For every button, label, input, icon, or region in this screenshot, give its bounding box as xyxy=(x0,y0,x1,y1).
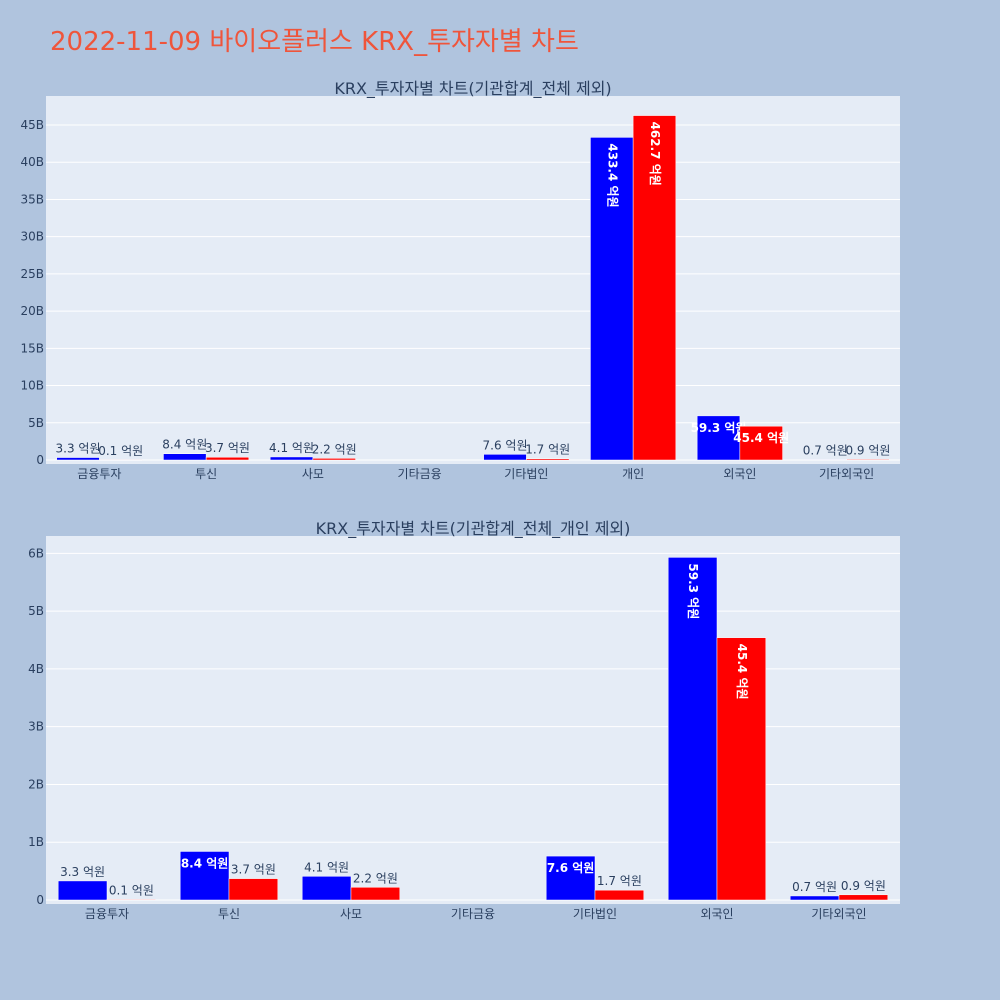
bar xyxy=(716,637,767,901)
data-label: 59.3 억원 xyxy=(691,421,747,435)
data-label: 0.7 억원 xyxy=(792,880,837,894)
data-label: 4.1 억원 xyxy=(304,860,349,874)
subplot-title: KRX_투자자별 차트(기관합계_전체 제외) xyxy=(334,79,611,99)
x-tick-label: 기타금융 xyxy=(398,467,442,481)
data-label: 0.9 억원 xyxy=(845,443,890,457)
bar xyxy=(739,425,783,461)
data-label: 433.4 억원 xyxy=(605,143,619,207)
bar xyxy=(163,453,207,461)
x-tick-label: 기타외국인 xyxy=(819,467,874,481)
bar xyxy=(803,459,847,461)
y-tick-label: 15B xyxy=(20,341,44,355)
chart-title: 2022-11-09 바이오플러스 KRX_투자자별 차트 xyxy=(50,27,579,57)
y-tick-label: 6B xyxy=(28,546,44,560)
bar xyxy=(179,851,230,901)
data-label: 1.7 억원 xyxy=(597,874,642,888)
y-tick-label: 0 xyxy=(36,453,44,467)
y-tick-label: 3B xyxy=(28,720,44,734)
data-label: 3.7 억원 xyxy=(205,441,250,455)
x-tick-label: 금융투자 xyxy=(77,467,121,481)
data-label: 1.7 억원 xyxy=(525,443,570,457)
subplot-title: KRX_투자자별 차트(기관합계_전체_개인 제외) xyxy=(316,519,631,539)
bar xyxy=(483,454,527,461)
y-tick-label: 10B xyxy=(20,379,44,393)
plot-area xyxy=(46,96,900,464)
bar xyxy=(301,876,352,901)
x-tick-label: 투신 xyxy=(195,467,217,481)
data-label: 8.4 억원 xyxy=(181,856,229,870)
y-tick-label: 45B xyxy=(20,118,44,132)
chart-0: KRX_투자자별 차트(기관합계_전체 제외) 0 5B 10B 15B 20B 25B 30… xyxy=(20,79,900,481)
data-label: 0.1 억원 xyxy=(109,883,154,897)
data-label: 59.3 억원 xyxy=(686,563,700,619)
bar xyxy=(667,557,718,901)
x-tick-label: 금융투자 xyxy=(85,907,129,921)
bar xyxy=(696,415,741,461)
bar xyxy=(99,459,143,461)
data-label: 0.7 억원 xyxy=(803,443,848,457)
bar xyxy=(350,887,401,901)
x-tick-label: 외국인 xyxy=(723,467,756,481)
x-tick-label: 사모 xyxy=(340,907,362,921)
y-tick-label: 2B xyxy=(28,777,44,791)
y-tick-label: 5B xyxy=(28,416,44,430)
bar xyxy=(228,878,279,901)
data-label: 3.7 억원 xyxy=(231,863,276,877)
data-label: 0.9 억원 xyxy=(841,879,886,893)
bar xyxy=(590,137,634,461)
bar xyxy=(205,456,250,461)
x-tick-label: 개인 xyxy=(622,467,644,481)
bar xyxy=(632,115,677,461)
x-tick-label: 기타법인 xyxy=(573,907,617,921)
bar xyxy=(56,457,100,461)
data-label: 8.4 억원 xyxy=(162,438,207,452)
bar xyxy=(838,894,889,901)
data-label: 4.1 억원 xyxy=(269,441,314,455)
x-tick-label: 사모 xyxy=(302,467,324,481)
bar xyxy=(846,459,890,461)
data-label: 7.6 억원 xyxy=(483,438,528,452)
bar xyxy=(545,855,596,901)
x-tick-label: 투신 xyxy=(218,907,240,921)
x-tick-label: 외국인 xyxy=(700,907,733,921)
y-tick-label: 40B xyxy=(20,155,44,169)
y-tick-label: 0 xyxy=(36,893,44,907)
data-label: 3.3 억원 xyxy=(56,442,101,456)
bar xyxy=(269,456,314,461)
bar xyxy=(789,895,840,901)
data-label: 2.2 억원 xyxy=(353,871,398,885)
y-tick-label: 30B xyxy=(20,230,44,244)
data-label: 462.7 억원 xyxy=(648,122,662,186)
y-tick-label: 4B xyxy=(28,662,44,676)
chart-1: KRX_투자자별 차트(기관합계_전체_개인 제외) 0 1B 2B 3B 4B 5B 6B 3… xyxy=(28,519,900,921)
y-tick-label: 1B xyxy=(28,835,44,849)
bar xyxy=(57,880,108,901)
y-tick-label: 5B xyxy=(28,604,44,618)
data-label: 0.1 억원 xyxy=(98,444,143,458)
bar xyxy=(526,458,570,461)
bar xyxy=(312,458,356,461)
data-label: 45.4 억원 xyxy=(735,644,749,700)
plot-area xyxy=(46,536,900,904)
y-tick-label: 25B xyxy=(20,267,44,281)
bar xyxy=(594,889,645,901)
x-tick-label: 기타금융 xyxy=(451,907,495,921)
data-label: 3.3 억원 xyxy=(60,865,105,879)
x-tick-label: 기타법인 xyxy=(504,467,548,481)
bar xyxy=(106,899,157,901)
x-tick-label: 기타외국인 xyxy=(811,907,866,921)
y-tick-label: 20B xyxy=(20,304,44,318)
data-label: 7.6 억원 xyxy=(547,861,595,875)
data-label: 45.4 억원 xyxy=(733,431,789,445)
data-label: 2.2 억원 xyxy=(312,442,357,456)
y-tick-label: 35B xyxy=(20,192,44,206)
